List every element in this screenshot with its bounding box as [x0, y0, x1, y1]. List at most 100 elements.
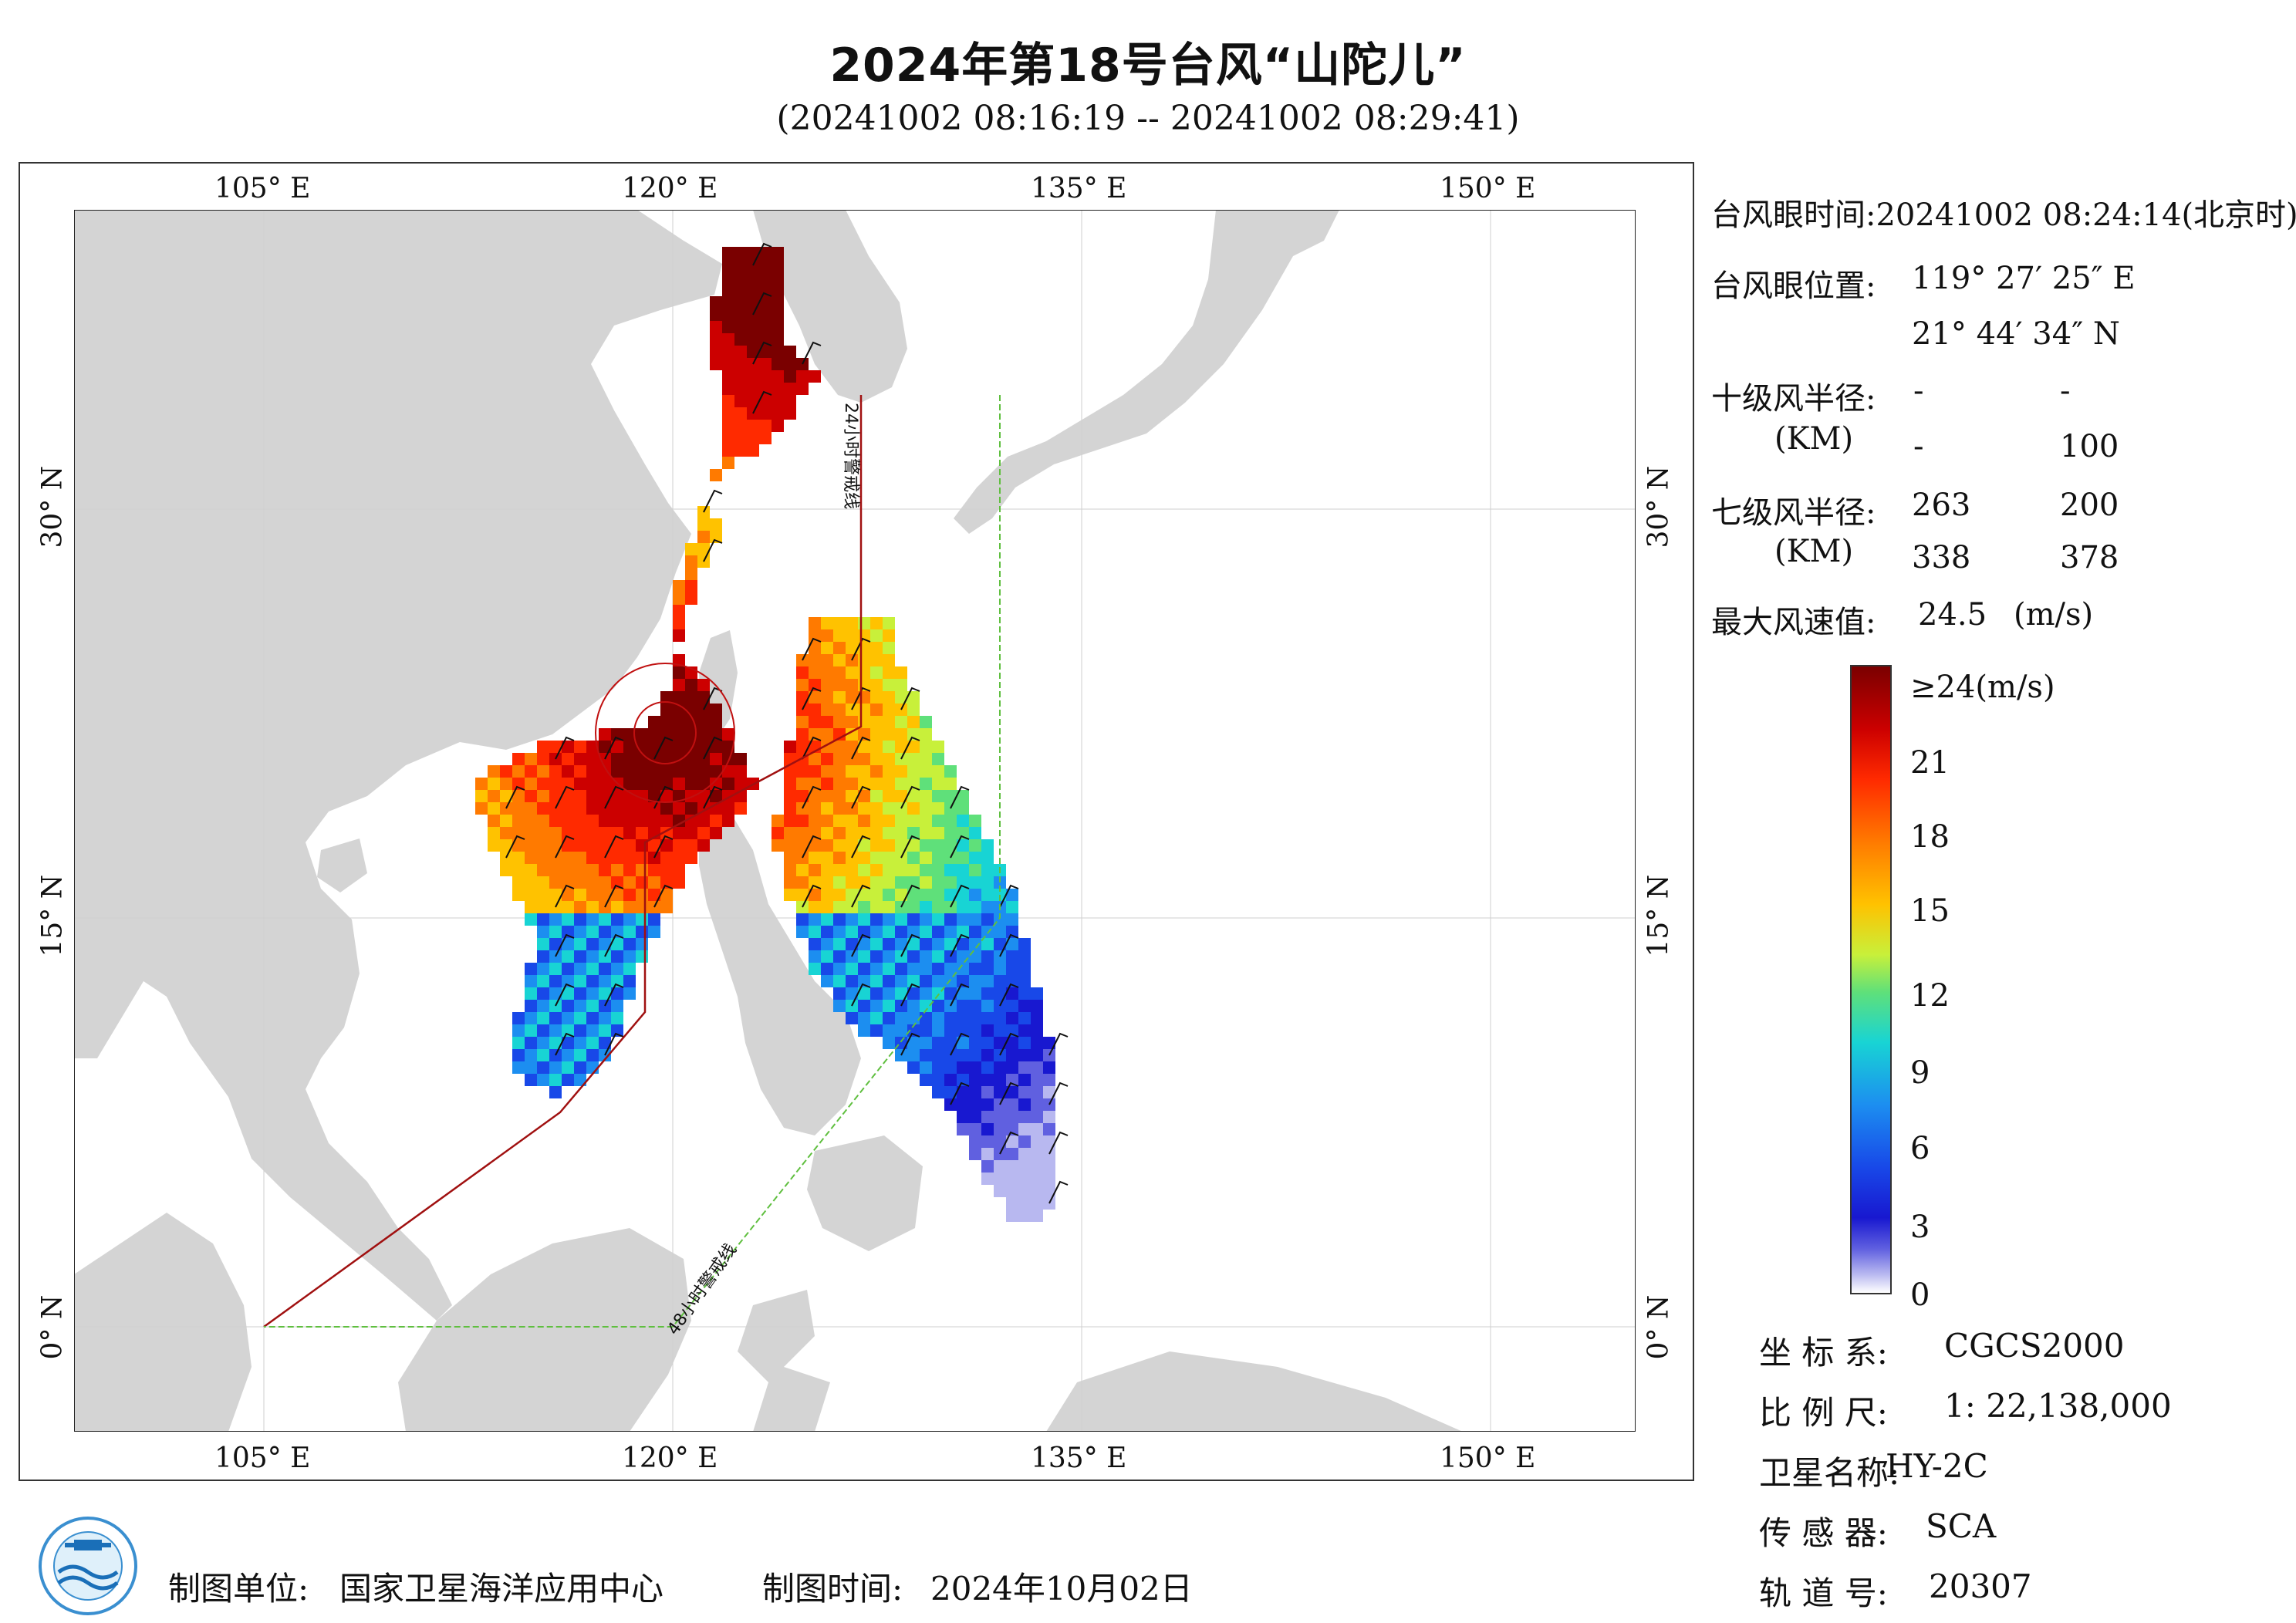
wind-barb	[851, 785, 871, 809]
wind-cell	[1043, 1173, 1055, 1185]
wind-cell	[821, 827, 833, 839]
wind-cell	[599, 864, 611, 876]
wind-cell	[833, 679, 846, 691]
wind-cell	[1006, 1160, 1018, 1173]
wind-cell	[809, 802, 821, 815]
wind-cell	[994, 1111, 1006, 1123]
wind-cell	[549, 1086, 562, 1098]
wind-cell	[969, 1049, 981, 1061]
colorbar-label-12: 12	[1910, 978, 1950, 1014]
wind-cell	[599, 926, 611, 938]
wind-cell	[969, 876, 981, 889]
wind-barb	[752, 341, 772, 365]
wind-cell	[883, 716, 895, 728]
wind-cell	[1031, 1024, 1043, 1037]
wind-cell	[562, 1061, 574, 1074]
wind-cell	[895, 975, 907, 987]
wind-cell	[623, 728, 636, 741]
wind-cell	[981, 864, 994, 876]
wind-cell	[920, 913, 932, 926]
wind-cell	[512, 753, 525, 765]
wind-cell	[821, 815, 833, 827]
wind-cell	[636, 753, 648, 765]
wind-barb	[555, 785, 575, 809]
r7-label: 七级风半径:	[1711, 495, 1876, 531]
wind-cell	[846, 938, 858, 950]
wind-cell	[722, 296, 734, 309]
wind-cell	[599, 1024, 611, 1037]
wind-barb	[851, 933, 871, 957]
wind-cell	[858, 987, 870, 1000]
wind-cell	[636, 815, 648, 827]
wind-cell	[586, 987, 599, 1000]
wind-cell	[525, 1074, 537, 1086]
wind-cell	[722, 741, 734, 753]
wind-cell	[870, 790, 883, 802]
wind-cell	[1031, 1148, 1043, 1160]
wind-cell	[833, 975, 846, 987]
wind-cell	[574, 987, 586, 1000]
wind-cell	[537, 938, 549, 950]
wind-cell	[846, 778, 858, 790]
wind-cell	[747, 333, 759, 346]
wind-cell	[784, 852, 796, 864]
wind-barb	[604, 884, 624, 908]
wind-cell	[833, 778, 846, 790]
wind-cell	[488, 765, 500, 778]
wind-cell	[944, 839, 957, 852]
max-wind-value: 24.5	[1918, 597, 1987, 633]
wind-cell	[895, 876, 907, 889]
wind-cell	[525, 802, 537, 815]
wind-cell	[525, 765, 537, 778]
wind-cell	[537, 926, 549, 938]
wind-cell	[883, 938, 895, 950]
wind-barb	[950, 1032, 970, 1056]
wind-cell	[623, 741, 636, 753]
wind-cell	[957, 987, 969, 1000]
wind-cell	[821, 778, 833, 790]
wind-cell	[512, 765, 525, 778]
wind-cell	[932, 852, 944, 864]
wind-cell	[833, 864, 846, 876]
wind-cell	[500, 790, 512, 802]
wind-cell	[944, 778, 957, 790]
r7-value-4: 378	[2060, 540, 2119, 575]
wind-cell	[710, 531, 722, 543]
wind-cell	[932, 839, 944, 852]
wind-cell	[673, 852, 685, 864]
wind-cell	[710, 321, 722, 333]
wind-cell	[710, 346, 722, 358]
wind-barb	[1048, 1180, 1069, 1204]
wind-cell	[846, 790, 858, 802]
wind-cell	[574, 913, 586, 926]
wind-cell	[833, 642, 846, 654]
wind-cell	[784, 827, 796, 839]
wind-cell	[907, 765, 920, 778]
wind-cell	[957, 1049, 969, 1061]
wind-cell	[821, 654, 833, 666]
wind-cell	[697, 679, 710, 691]
wind-cell	[846, 926, 858, 938]
wind-cell	[981, 839, 994, 852]
wind-cell	[549, 926, 562, 938]
wind-cell	[772, 296, 784, 309]
eye-lat-value: 21° 44′ 34″ N	[1912, 316, 2120, 352]
wind-barb	[851, 884, 871, 908]
wind-cell	[944, 815, 957, 827]
wind-cell	[907, 1024, 920, 1037]
wind-cell	[1043, 1135, 1055, 1148]
wind-cell	[870, 1024, 883, 1037]
wind-cell	[648, 790, 660, 802]
wind-cell	[549, 815, 562, 827]
wind-cell	[1043, 1160, 1055, 1173]
wind-cell	[969, 1012, 981, 1024]
wind-cell	[611, 938, 623, 950]
wind-cell	[673, 839, 685, 852]
wind-cell	[957, 1098, 969, 1111]
wind-cell	[821, 876, 833, 889]
wind-cell	[747, 284, 759, 296]
wind-cell	[574, 876, 586, 889]
sensor-value: SCA	[1926, 1507, 1997, 1545]
wind-cell	[957, 790, 969, 802]
lon-tick-top-150: 150° E	[1440, 173, 1536, 204]
